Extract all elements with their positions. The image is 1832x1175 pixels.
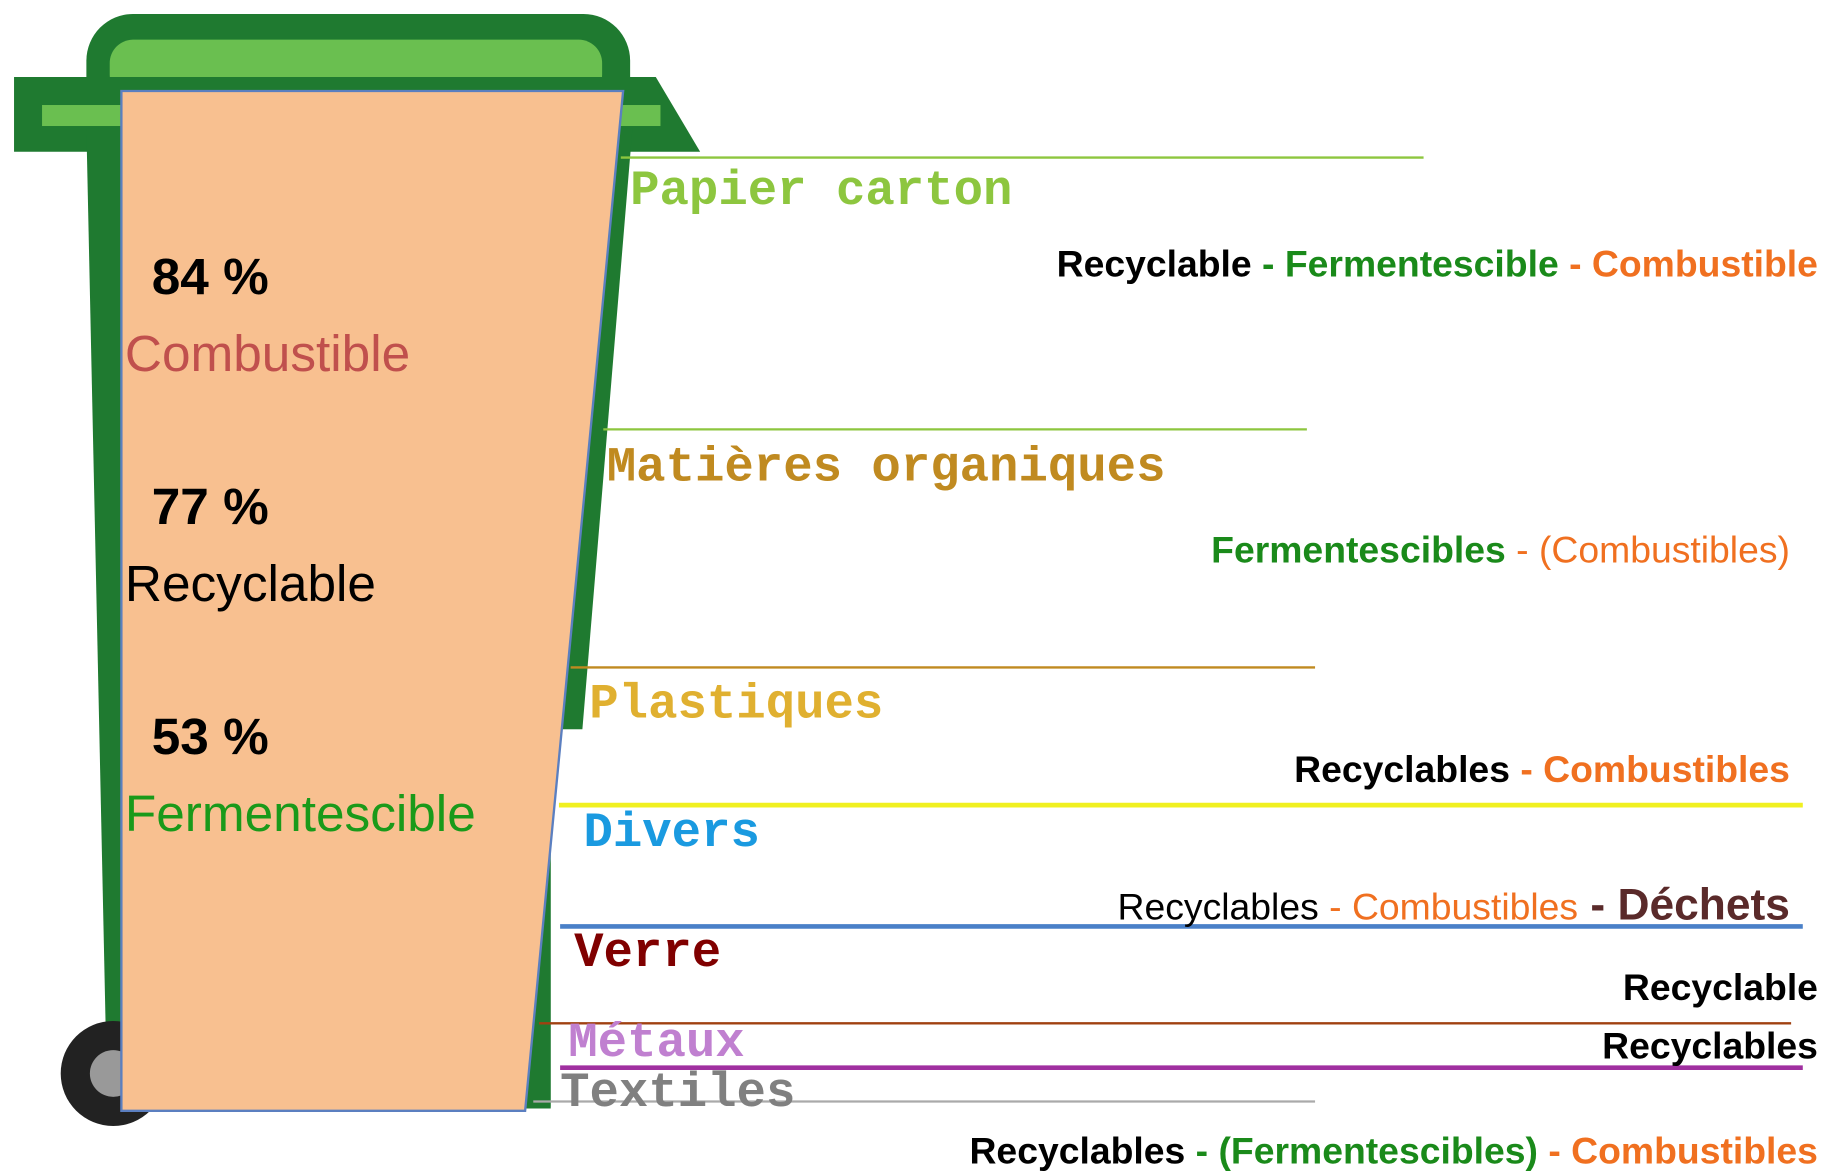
property: - Combustibles — [1510, 748, 1790, 790]
category-properties: Recyclable — [1623, 966, 1818, 1008]
category-properties: Fermentescibles - (Combustibles) — [1211, 528, 1790, 570]
property: Recyclables — [1294, 748, 1510, 790]
stat-value: 84 % — [152, 248, 269, 305]
category-name: Métaux — [568, 1015, 744, 1071]
category-properties: Recyclables - Combustibles — [1294, 748, 1790, 790]
stat-value: 53 % — [152, 708, 269, 765]
category-properties: Recyclable - Fermentescible - Combustibl… — [1057, 243, 1818, 285]
property: - Combustible — [1559, 243, 1818, 285]
fill-area — [120, 89, 625, 1112]
property: Recyclable — [1623, 966, 1818, 1008]
category-name: Papier carton — [630, 163, 1012, 219]
property: Recyclables — [1118, 885, 1319, 927]
stat-label: Fermentescible — [125, 785, 476, 842]
category-name: Matières organiques — [607, 440, 1166, 496]
property: - Déchets — [1578, 880, 1790, 929]
stat-value: 77 % — [152, 478, 269, 535]
property: Recyclable — [1057, 243, 1252, 285]
category-properties: Recyclables - Combustibles - Déchets — [1118, 880, 1790, 929]
category-name: Plastiques — [589, 677, 883, 733]
property: - (Combustibles) — [1506, 528, 1790, 570]
property: Recyclables — [969, 1129, 1185, 1171]
property: Fermentescibles — [1211, 528, 1506, 570]
property: - Fermentescible — [1252, 243, 1559, 285]
property: - Combustibles — [1538, 1129, 1818, 1171]
property: Recyclables — [1602, 1024, 1818, 1066]
property: - Combustibles — [1319, 885, 1578, 927]
property: - (Fermentescibles) — [1185, 1129, 1538, 1171]
category-name: Verre — [574, 925, 721, 981]
stat-label: Recyclable — [125, 555, 376, 612]
category-name: Textiles — [560, 1065, 795, 1121]
category-properties: Recyclables — [1602, 1024, 1818, 1066]
category-name: Divers — [583, 805, 759, 861]
separators — [533, 156, 1803, 1103]
category-properties: Recyclables - (Fermentescibles) - Combus… — [969, 1129, 1817, 1171]
stat-label: Combustible — [125, 325, 410, 382]
